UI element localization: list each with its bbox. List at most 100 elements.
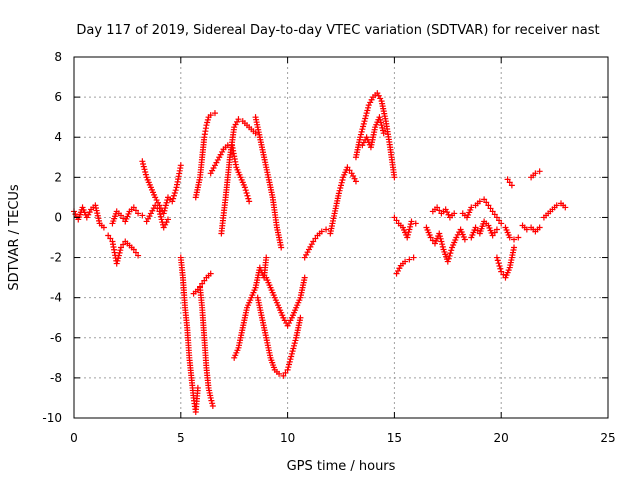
data-point [211,110,218,117]
data-point [113,260,120,267]
data-point [246,198,253,205]
x-tick-label: 15 [387,431,402,445]
data-point [407,223,414,230]
data-point [312,235,319,242]
data-point [163,199,170,206]
data-point [498,220,505,227]
data-point [481,196,488,203]
data-point [288,353,295,360]
data-point [156,208,163,215]
data-point [335,190,342,197]
data-point [141,166,148,173]
data-point [140,163,147,170]
data-point [242,187,249,194]
data-point [139,158,146,165]
data-point [278,244,285,251]
data-point [406,256,413,263]
x-tick-label: 5 [177,431,185,445]
data-point [406,226,413,233]
data-point [157,213,164,220]
data-point [243,189,250,196]
data-point [410,254,417,261]
y-tick-label: 6 [54,90,62,104]
data-point [346,167,353,174]
data-point [532,170,539,177]
data-point [447,250,454,257]
data-point [436,233,443,240]
y-tick-label: -10 [42,411,62,425]
data-point [172,187,179,194]
data-point [291,342,298,349]
data-point [427,234,434,241]
data-point [117,244,124,251]
data-point [318,228,325,235]
data-point [245,195,252,202]
data-point [107,235,114,242]
data-point [439,241,446,248]
data-point [286,358,293,365]
data-point [161,207,168,214]
data-point [171,189,178,196]
data-point [209,402,216,409]
x-tick-label: 0 [70,431,78,445]
data-point [446,252,453,259]
data-point [152,202,159,209]
data-point [132,207,139,214]
data-point [515,234,522,241]
data-point [489,232,496,239]
data-point [362,112,369,119]
data-point [412,220,419,227]
data-point [162,202,169,209]
data-point [117,247,124,254]
data-point [377,119,384,126]
data-point [364,107,371,114]
data-point [105,232,112,239]
data-point [158,216,165,223]
data-point [285,364,292,371]
data-point [496,217,503,224]
data-point [361,118,368,125]
y-tick-label: -2 [50,251,62,265]
data-point [177,162,184,169]
data-point [235,116,242,123]
data-point [199,280,206,287]
data-point [448,247,455,254]
data-point [497,265,504,272]
data-point [358,128,365,135]
data-point [553,202,560,209]
data-point [170,195,177,202]
y-tick-label: 2 [54,170,62,184]
data-point [491,229,498,236]
data-point [407,221,414,228]
data-point [203,122,210,129]
chart-title: Day 117 of 2019, Sidereal Day-to-day VTE… [76,23,599,38]
data-point [244,192,251,199]
data-point [461,236,468,243]
data-point [391,214,398,221]
axis-ticks: 0 5 10 15 20 25 -10 -8 -6 -4 -2 0 2 4 6 8 [42,50,615,445]
data-point [483,199,490,206]
data-point [404,234,411,241]
data-point [287,356,294,363]
data-point [523,226,530,233]
data-point [360,123,367,130]
plot-frame [73,56,609,419]
data-point [130,246,137,253]
data-point [359,126,366,133]
data-point [376,114,383,121]
data-point [434,204,441,211]
data-point [562,204,569,211]
y-tick-label: 0 [54,210,62,224]
data-point [280,372,287,379]
data-point [338,179,345,186]
data-point [439,243,446,250]
data-point [160,210,167,217]
data-point [494,257,501,264]
data-point [338,182,344,189]
data-point [100,224,107,231]
data-points [71,90,569,415]
data-point [485,202,492,209]
data-point [404,231,411,238]
data-point [506,234,513,241]
data-point [378,122,385,129]
